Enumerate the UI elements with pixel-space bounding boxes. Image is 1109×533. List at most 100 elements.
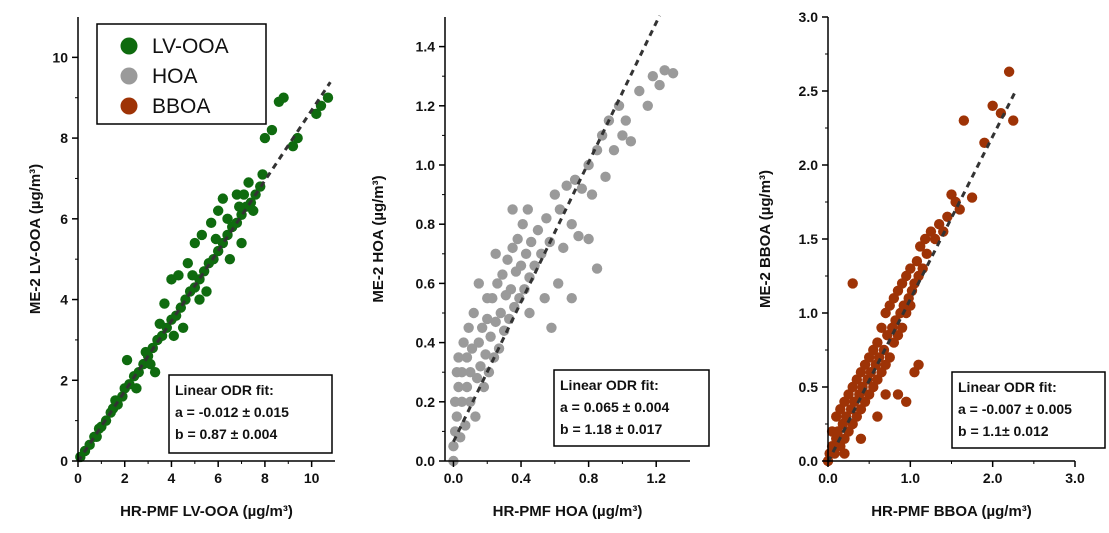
- data-point: [596, 130, 608, 141]
- data-point: [475, 361, 486, 372]
- bboa-y-axis-label: ME-2 BBOA (µg/m³): [757, 170, 774, 308]
- data-point: [238, 189, 250, 200]
- y-tick-label: 6: [60, 211, 68, 227]
- data-point: [502, 254, 513, 265]
- data-point: [131, 383, 142, 394]
- x-tick-label: 2.0: [983, 470, 1003, 486]
- hoa-y-ticks: 0.0 0.2 0.4 0.6 0.8 1.0 1.2 1.4: [416, 39, 445, 469]
- data-point: [461, 381, 473, 393]
- hoa-fit-line: [452, 14, 661, 443]
- y-tick-label: 0: [60, 453, 68, 469]
- x-tick-label: 0: [74, 470, 82, 486]
- data-point: [517, 219, 528, 230]
- data-point: [913, 359, 924, 370]
- legend-marker-hoa: [120, 67, 138, 85]
- x-tick-label: 10: [304, 470, 320, 486]
- data-point: [507, 204, 518, 215]
- data-point: [196, 229, 208, 241]
- data-point: [987, 100, 998, 112]
- data-point: [266, 124, 278, 136]
- data-point: [876, 322, 887, 333]
- bboa-fit-line: [826, 91, 1017, 463]
- data-point: [642, 100, 653, 112]
- y-tick-label: 10: [52, 49, 68, 65]
- lv-ooa-fit-box: Linear ODR fit: a = -0.012 ± 0.015 b = 0…: [168, 374, 333, 454]
- bboa-fit-title: Linear ODR fit:: [958, 379, 1057, 395]
- data-point: [911, 256, 923, 267]
- data-point: [495, 307, 506, 319]
- data-point: [480, 349, 491, 360]
- data-point: [177, 322, 189, 333]
- x-tick-label: 8: [261, 470, 269, 486]
- y-tick-label: 2: [60, 372, 68, 388]
- data-point: [248, 205, 259, 216]
- data-point: [455, 432, 466, 443]
- data-point: [892, 389, 904, 400]
- y-tick-label: 0.0: [416, 453, 436, 469]
- x-tick-label: 0.0: [444, 470, 464, 486]
- data-point: [524, 272, 535, 283]
- hoa-fit-title: Linear ODR fit:: [560, 377, 659, 393]
- data-point: [259, 132, 271, 144]
- data-point: [522, 204, 533, 215]
- data-point: [278, 92, 289, 103]
- data-point: [620, 115, 631, 126]
- data-point: [465, 367, 476, 378]
- data-point: [466, 343, 478, 354]
- data-point: [600, 171, 611, 183]
- data-point: [915, 241, 926, 252]
- data-point: [586, 189, 598, 200]
- data-point: [536, 248, 547, 259]
- data-point: [512, 233, 523, 245]
- data-point: [659, 65, 670, 76]
- hoa-x-ticks: 0.0 0.4 0.8 1.2: [444, 461, 666, 486]
- data-point: [558, 242, 569, 254]
- data-point: [505, 284, 517, 295]
- data-point: [608, 145, 620, 156]
- y-tick-label: 1.0: [416, 157, 436, 173]
- legend-label-bboa: BBOA: [152, 95, 210, 118]
- data-point: [257, 169, 268, 180]
- y-tick-label: 0.0: [799, 453, 819, 469]
- x-tick-label: 1.0: [901, 470, 921, 486]
- x-tick-label: 0.8: [579, 470, 599, 486]
- data-point: [896, 322, 908, 333]
- data-point: [905, 263, 916, 274]
- data-point: [832, 426, 844, 437]
- x-tick-label: 0.0: [818, 470, 838, 486]
- hoa-x-axis-label: HR-PMF HOA (µg/m³): [493, 503, 643, 520]
- data-point: [224, 253, 236, 265]
- data-point: [583, 233, 594, 245]
- bboa-points: [822, 66, 1019, 467]
- data-point: [453, 352, 464, 363]
- data-point: [591, 263, 603, 274]
- y-tick-label: 0.6: [416, 275, 436, 291]
- data-point: [873, 352, 885, 363]
- data-point: [880, 389, 891, 400]
- lv-ooa-fit-box-frame: [168, 374, 333, 454]
- y-tick-label: 1.5: [799, 231, 819, 247]
- data-point: [222, 213, 233, 225]
- hoa-fit-box: Linear ODR fit: a = 0.065 ± 0.004 b = 1.…: [553, 369, 710, 447]
- data-point: [154, 318, 165, 329]
- data-point: [461, 352, 473, 363]
- legend-marker-lv-ooa: [120, 37, 138, 55]
- bboa-fit-box: Linear ODR fit: a = -0.007 ± 0.005 b = 1…: [951, 371, 1106, 449]
- data-point: [497, 269, 508, 280]
- data-point: [966, 192, 978, 203]
- lv-ooa-y-ticks: 0 2 4 6 8 10: [52, 49, 78, 469]
- data-point: [456, 396, 468, 407]
- data-point: [1003, 66, 1015, 77]
- hoa-fit-box-frame: [553, 369, 710, 447]
- data-point: [194, 294, 205, 305]
- data-point: [929, 233, 941, 245]
- data-point: [849, 396, 860, 407]
- legend-label-lv-ooa: LV-OOA: [152, 35, 229, 58]
- data-point: [168, 330, 179, 342]
- data-point: [473, 337, 484, 348]
- data-point: [470, 411, 481, 422]
- data-point: [839, 448, 850, 459]
- data-point: [507, 242, 518, 254]
- data-point: [460, 420, 471, 431]
- y-tick-label: 0.8: [416, 216, 436, 232]
